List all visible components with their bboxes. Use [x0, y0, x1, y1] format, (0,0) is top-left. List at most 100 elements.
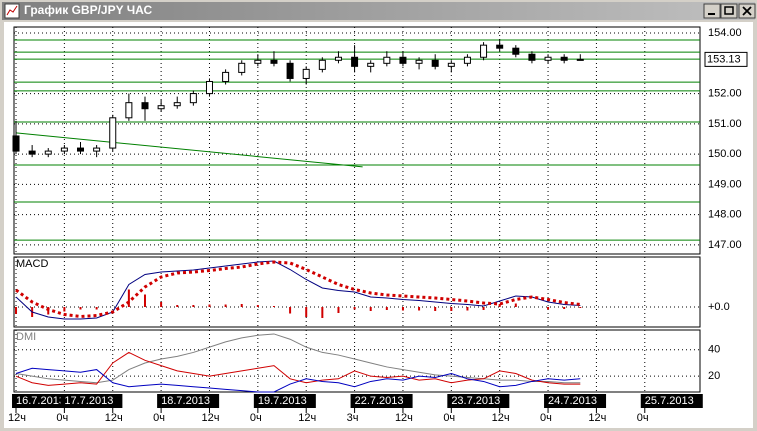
candle-body	[44, 150, 52, 155]
candle-body	[431, 59, 439, 67]
histogram-bar	[385, 307, 388, 310]
histogram-bar	[369, 307, 372, 311]
x-tick-label: 12ч	[8, 412, 26, 424]
histogram-bar	[514, 303, 517, 307]
date-box	[60, 394, 123, 408]
date-label: 16.7.2013	[16, 395, 65, 407]
y-tick-label: 151.00	[708, 118, 742, 130]
x-tick-label: 12ч	[395, 412, 413, 424]
y-tick-label: 147.00	[708, 239, 742, 251]
last-price-box	[704, 51, 748, 67]
panel-title: DMI	[16, 331, 36, 343]
candle-body	[173, 102, 181, 107]
trend-line	[15, 132, 363, 168]
x-tick-label: 0ч	[443, 412, 455, 424]
candle-body	[12, 135, 20, 152]
candle-body	[270, 59, 278, 64]
y-tick-label: 154.00	[708, 27, 742, 39]
candle-body	[157, 105, 165, 110]
candle-body	[205, 80, 213, 95]
window-icon-glyph	[6, 5, 18, 16]
date-box	[253, 394, 316, 408]
candle-body	[77, 147, 85, 152]
candle-body	[496, 44, 504, 49]
y-tick-label: 148.00	[708, 209, 742, 221]
candle-body	[189, 93, 197, 104]
indicator-line	[15, 367, 581, 393]
histogram-bar	[401, 307, 404, 311]
x-tick-label: 0ч	[540, 412, 552, 424]
minimize-button[interactable]	[703, 3, 721, 19]
chart-background	[4, 22, 753, 428]
candle-body	[222, 71, 230, 82]
x-tick-label: 0ч	[153, 412, 165, 424]
histogram-bar	[547, 307, 550, 310]
date-box	[447, 394, 510, 408]
candle-body	[141, 102, 149, 110]
candle-body	[109, 117, 117, 149]
title-bar	[2, 2, 755, 20]
histogram-bar	[498, 304, 501, 307]
x-tick-label: 0ч	[56, 412, 68, 424]
histogram-bar	[418, 307, 421, 311]
x-tick-label: 12ч	[201, 412, 219, 424]
candle-body	[238, 62, 246, 73]
maximize-button[interactable]	[720, 3, 738, 19]
candle-body	[512, 47, 520, 55]
histogram-bar	[160, 302, 163, 307]
candle-body	[447, 62, 455, 67]
candle-body	[367, 62, 375, 67]
y-tick-label: 149.00	[708, 178, 742, 190]
macd-panel	[13, 256, 701, 328]
candle-body	[302, 68, 310, 79]
date-label: 19.7.2013	[258, 395, 307, 407]
histogram-bar	[63, 307, 66, 312]
x-tick-label: 12ч	[588, 412, 606, 424]
candle-body	[383, 56, 391, 64]
candle-body	[254, 59, 262, 64]
histogram-bar	[466, 307, 469, 311]
date-box	[157, 394, 220, 408]
x-tick-label: 12ч	[492, 412, 510, 424]
candle-body	[60, 147, 68, 152]
histogram-bar	[95, 307, 98, 310]
y-tick-label: +0.0	[708, 301, 730, 313]
candle-body	[351, 56, 359, 67]
histogram-bar	[176, 305, 179, 307]
histogram-bar	[305, 307, 308, 317]
x-tick-label: 0ч	[250, 412, 262, 424]
histogram-bar	[224, 304, 227, 307]
histogram-bar	[240, 304, 243, 307]
histogram-bar	[434, 307, 437, 311]
histogram-bar	[143, 294, 146, 307]
y-tick-label: 20	[708, 370, 720, 382]
window-title: График GBP/JPY ЧАС	[24, 3, 153, 17]
date-box	[640, 394, 703, 408]
candle-body	[125, 102, 133, 119]
x-tick-label: 3ч	[347, 412, 359, 424]
maximize-glyph	[724, 6, 734, 15]
histogram-bar	[353, 307, 356, 310]
candle-body	[286, 62, 294, 79]
histogram-bar	[272, 306, 275, 307]
date-label: 22.7.2013	[355, 395, 404, 407]
date-label: 17.7.2013	[64, 395, 113, 407]
histogram-bar	[192, 305, 195, 307]
date-box	[544, 394, 607, 408]
y-tick-label: 152.00	[708, 87, 742, 99]
panel-title: MACD	[16, 258, 48, 270]
close-glyph	[742, 6, 752, 16]
x-tick-label: 12ч	[105, 412, 123, 424]
histogram-bar	[256, 305, 259, 307]
candle-body	[93, 147, 101, 152]
histogram-bar	[579, 307, 582, 308]
histogram-bar	[15, 307, 18, 314]
indicator-line	[15, 351, 581, 386]
histogram-bar	[289, 307, 292, 314]
candle-body	[318, 59, 326, 70]
candle-body	[560, 56, 568, 61]
candle-body	[480, 44, 488, 58]
histogram-bar	[337, 307, 340, 313]
x-tick-label: 0ч	[637, 412, 649, 424]
